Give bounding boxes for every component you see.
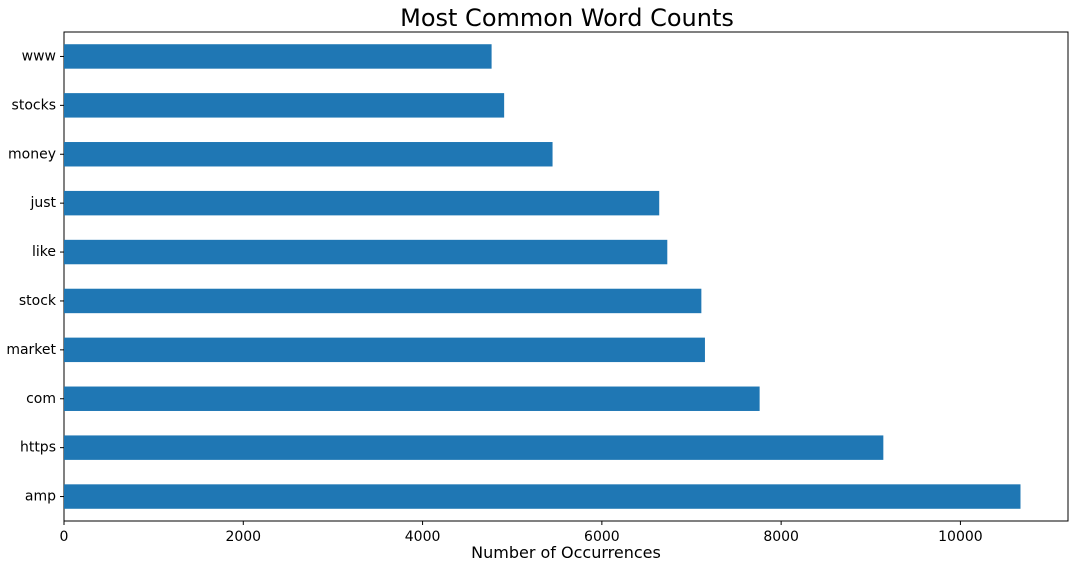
y-tick-label-stock: stock — [19, 293, 57, 309]
x-tick-label-0: 0 — [60, 529, 69, 545]
y-tick-label-https: https — [20, 440, 56, 456]
bar-like — [64, 239, 668, 265]
x-tick-label-4000: 4000 — [405, 529, 441, 545]
y-tick-label-like: like — [32, 244, 56, 260]
bar-com — [64, 386, 760, 411]
x-tick-label-10000: 10000 — [938, 529, 983, 545]
x-tick-label-2000: 2000 — [225, 529, 261, 545]
x-axis-label: Number of Occurrences — [471, 543, 661, 562]
chart-title: Most Common Word Counts — [400, 4, 734, 32]
x-axis: 0 2000 4000 6000 8000 10000 — [60, 521, 983, 545]
y-tick-label-www: www — [22, 48, 56, 64]
y-tick-label-just: just — [29, 195, 56, 211]
y-tick-label-market: market — [6, 342, 56, 358]
bar-stocks — [64, 93, 505, 118]
y-tick-label-amp: amp — [25, 489, 56, 505]
bar-amp — [64, 484, 1021, 509]
y-axis: amp https com market stock like just money stock… — [6, 48, 64, 505]
x-tick-label-6000: 6000 — [584, 529, 620, 545]
y-tick-label-com: com — [26, 391, 56, 407]
bars-group — [64, 44, 1021, 509]
bar-just — [64, 190, 660, 216]
bar-https — [64, 435, 884, 460]
bar-money — [64, 142, 553, 167]
plot-area-frame — [63, 31, 1069, 522]
bar-market — [64, 337, 705, 363]
y-tick-label-stocks: stocks — [12, 97, 56, 113]
x-tick-label-8000: 8000 — [763, 529, 799, 545]
bar-stock — [64, 288, 702, 314]
bar-www — [64, 44, 492, 69]
y-tick-label-money: money — [8, 146, 56, 162]
